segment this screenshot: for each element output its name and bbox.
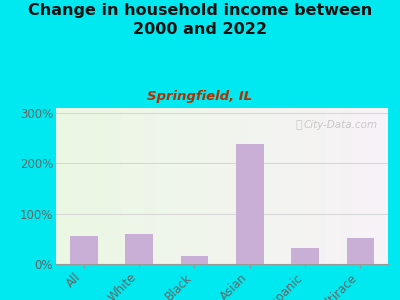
- Text: Ⓢ: Ⓢ: [295, 121, 302, 130]
- Bar: [70, 236, 98, 264]
- Bar: [180, 256, 208, 264]
- Bar: [125, 234, 153, 264]
- Bar: [236, 144, 264, 264]
- Text: Change in household income between
2000 and 2022: Change in household income between 2000 …: [28, 3, 372, 37]
- Bar: [346, 238, 374, 264]
- Bar: [291, 248, 319, 264]
- Text: City-Data.com: City-Data.com: [304, 121, 378, 130]
- Text: Springfield, IL: Springfield, IL: [148, 90, 252, 103]
